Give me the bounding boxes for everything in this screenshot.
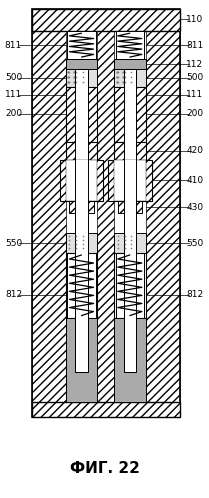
Bar (66, 141, 97, 159)
Bar (66, 87, 97, 141)
Bar (75, 233, 88, 253)
Bar (32, 9, 180, 31)
Text: 111: 111 (5, 90, 22, 100)
Bar (124, 201, 136, 213)
Text: 812: 812 (5, 290, 22, 299)
Bar (114, 141, 146, 159)
Bar (75, 69, 88, 373)
Text: 811: 811 (186, 41, 204, 50)
Bar (32, 9, 66, 417)
Bar (116, 31, 144, 59)
Text: 200: 200 (186, 109, 204, 118)
Bar (114, 87, 146, 141)
Bar (124, 159, 136, 201)
Text: 110: 110 (186, 15, 204, 24)
Bar (69, 201, 94, 213)
Bar (66, 159, 97, 201)
Bar (108, 159, 152, 201)
Text: 812: 812 (186, 290, 204, 299)
Bar (114, 59, 146, 69)
Bar (32, 9, 180, 417)
Bar (124, 87, 136, 141)
Bar (118, 201, 142, 213)
Bar (146, 9, 180, 417)
Text: 500: 500 (5, 74, 22, 83)
Text: 550: 550 (186, 239, 204, 248)
Bar (75, 159, 88, 201)
Bar (66, 233, 97, 253)
Bar (75, 159, 88, 201)
Bar (124, 141, 136, 159)
Bar (75, 141, 88, 159)
Bar (66, 253, 97, 318)
Text: ФИГ. 22: ФИГ. 22 (70, 461, 140, 476)
Bar (75, 87, 88, 141)
Bar (116, 253, 144, 318)
Bar (66, 59, 97, 69)
Bar (124, 69, 136, 373)
Bar (124, 69, 136, 373)
Text: 111: 111 (186, 90, 204, 100)
Bar (60, 159, 103, 201)
Text: 112: 112 (186, 60, 204, 69)
Bar (114, 318, 146, 402)
Bar (114, 253, 146, 318)
Text: 811: 811 (5, 41, 22, 50)
Bar (68, 31, 96, 59)
Bar (75, 201, 88, 213)
Text: 410: 410 (186, 176, 204, 185)
Bar (124, 233, 136, 253)
Bar (97, 9, 114, 417)
Text: 430: 430 (186, 203, 204, 212)
Bar (114, 233, 146, 253)
Bar (114, 159, 146, 201)
Bar (32, 402, 180, 417)
Text: 420: 420 (186, 146, 203, 155)
Bar (66, 318, 97, 402)
Bar (66, 69, 97, 87)
Text: 200: 200 (5, 109, 22, 118)
Bar (124, 159, 136, 201)
Text: 550: 550 (5, 239, 22, 248)
Bar (114, 69, 146, 87)
Bar (75, 69, 88, 373)
Bar (68, 253, 96, 318)
Text: 500: 500 (186, 74, 204, 83)
